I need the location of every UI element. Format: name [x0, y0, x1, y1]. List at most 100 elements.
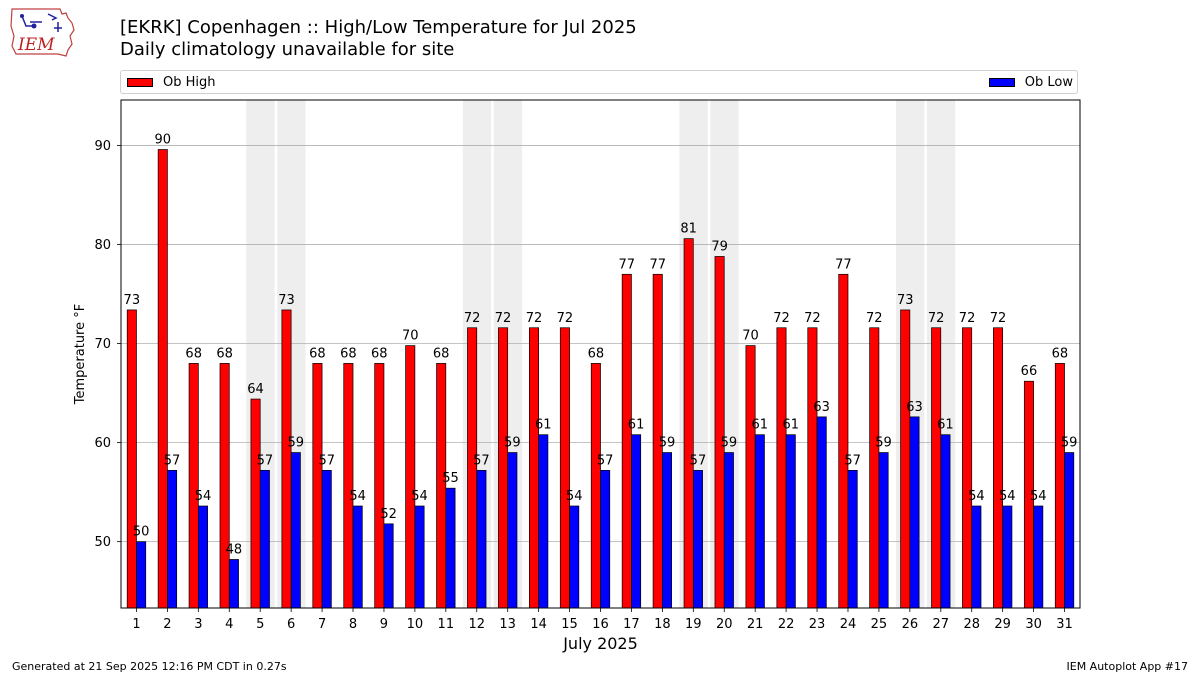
bar-low-day-19 [692, 470, 703, 609]
value-label-high-day-6: 73 [278, 293, 295, 308]
x-tick-label-30: 30 [1025, 617, 1042, 632]
value-label-high-day-3: 68 [185, 346, 202, 361]
value-label-low-day-12: 57 [473, 453, 490, 468]
legend-label-low: Ob Low [1024, 75, 1073, 90]
bar-low-day-1 [136, 541, 147, 609]
legend-item-high: Ob High [127, 75, 216, 90]
bar-low-day-4 [228, 559, 239, 609]
bar-high-day-27 [931, 327, 942, 609]
value-label-high-day-24: 77 [835, 257, 852, 272]
value-label-high-day-9: 68 [371, 346, 388, 361]
x-tick-label-10: 10 [407, 617, 424, 632]
value-label-low-day-9: 52 [380, 507, 397, 522]
value-label-low-day-8: 54 [349, 489, 366, 504]
value-label-high-day-5: 64 [247, 382, 264, 397]
bar-high-day-10 [405, 345, 416, 609]
bar-low-day-27 [940, 434, 951, 609]
value-label-low-day-14: 61 [535, 418, 552, 433]
value-label-low-day-10: 54 [411, 489, 428, 504]
x-tick-label-19: 19 [685, 617, 702, 632]
chart-title: [EKRK] Copenhagen :: High/Low Temperatur… [120, 17, 637, 38]
value-label-high-day-14: 72 [526, 311, 543, 326]
value-label-high-day-21: 70 [742, 329, 759, 344]
value-label-high-day-28: 72 [959, 311, 976, 326]
value-label-high-day-29: 72 [990, 311, 1007, 326]
x-tick-label-9: 9 [380, 617, 388, 632]
bar-low-day-25 [878, 452, 889, 609]
value-label-low-day-6: 59 [288, 436, 305, 451]
bar-low-day-30 [1033, 505, 1044, 609]
value-label-high-day-26: 73 [897, 293, 914, 308]
bar-low-day-29 [1002, 505, 1013, 609]
y-axis-label: Temperature °F [73, 304, 88, 405]
bar-low-day-16 [600, 470, 611, 609]
bar-low-day-23 [816, 416, 827, 609]
bar-high-day-20 [714, 256, 725, 609]
x-tick-label-21: 21 [747, 617, 764, 632]
value-label-high-day-10: 70 [402, 329, 419, 344]
x-tick-label-20: 20 [716, 617, 733, 632]
x-tick-label-22: 22 [778, 617, 795, 632]
x-tick-label-4: 4 [225, 617, 233, 632]
bar-high-day-31 [1054, 363, 1065, 609]
value-label-low-day-24: 57 [844, 453, 861, 468]
bar-low-day-31 [1064, 452, 1075, 609]
x-tick-label-29: 29 [994, 617, 1011, 632]
bar-high-day-26 [900, 309, 911, 609]
plot-frame [120, 99, 1081, 609]
x-tick-label-3: 3 [194, 617, 202, 632]
value-label-low-day-1: 50 [133, 525, 150, 540]
bar-high-day-2 [157, 149, 168, 609]
value-label-high-day-8: 68 [340, 346, 357, 361]
x-tick-label-17: 17 [623, 617, 640, 632]
value-label-high-day-19: 81 [680, 222, 697, 237]
bar-high-day-3 [188, 363, 199, 609]
value-label-high-day-13: 72 [495, 311, 512, 326]
x-tick-label-8: 8 [349, 617, 357, 632]
bar-high-day-17 [621, 273, 632, 609]
app-note: IEM Autoplot App #17 [1066, 660, 1189, 673]
bar-high-day-22 [776, 327, 787, 609]
y-tick-label-50: 50 [94, 535, 111, 550]
value-label-high-day-12: 72 [464, 311, 481, 326]
value-label-low-day-5: 57 [257, 453, 274, 468]
bar-high-day-9 [374, 363, 385, 609]
bar-high-day-5 [250, 398, 261, 609]
x-tick-label-11: 11 [438, 617, 455, 632]
y-tick-label-70: 70 [94, 337, 111, 352]
bar-low-day-14 [538, 434, 549, 609]
value-label-low-day-16: 57 [597, 453, 614, 468]
x-tick-label-18: 18 [654, 617, 671, 632]
bar-low-day-21 [754, 434, 765, 609]
bar-low-day-11 [445, 487, 456, 609]
bar-high-day-1 [126, 309, 137, 609]
bar-high-day-15 [559, 327, 570, 609]
bar-low-day-5 [259, 470, 270, 609]
legend: Ob High Ob Low [120, 70, 1078, 94]
x-tick-label-15: 15 [561, 617, 578, 632]
bar-high-day-7 [312, 363, 323, 609]
value-label-high-day-2: 90 [154, 133, 171, 148]
x-tick-label-14: 14 [530, 617, 547, 632]
bar-low-day-2 [167, 470, 178, 609]
bar-low-day-10 [414, 505, 425, 609]
value-label-low-day-29: 54 [999, 489, 1016, 504]
bar-low-day-15 [569, 505, 580, 609]
y-tick-label-60: 60 [94, 436, 111, 451]
value-label-high-day-1: 73 [124, 293, 141, 308]
value-label-high-day-23: 72 [804, 311, 821, 326]
value-label-low-day-31: 59 [1061, 436, 1078, 451]
value-label-low-day-2: 57 [164, 453, 181, 468]
bar-low-day-22 [785, 434, 796, 609]
value-label-low-day-28: 54 [968, 489, 985, 504]
bar-high-day-6 [281, 309, 292, 609]
x-tick-label-31: 31 [1056, 617, 1073, 632]
value-label-low-day-22: 61 [782, 418, 799, 433]
bar-high-day-28 [962, 327, 973, 609]
x-tick-label-23: 23 [809, 617, 826, 632]
value-label-low-day-23: 63 [813, 400, 830, 415]
value-label-low-day-18: 59 [659, 436, 676, 451]
legend-item-low: Ob Low [988, 75, 1073, 90]
value-label-low-day-21: 61 [752, 418, 769, 433]
